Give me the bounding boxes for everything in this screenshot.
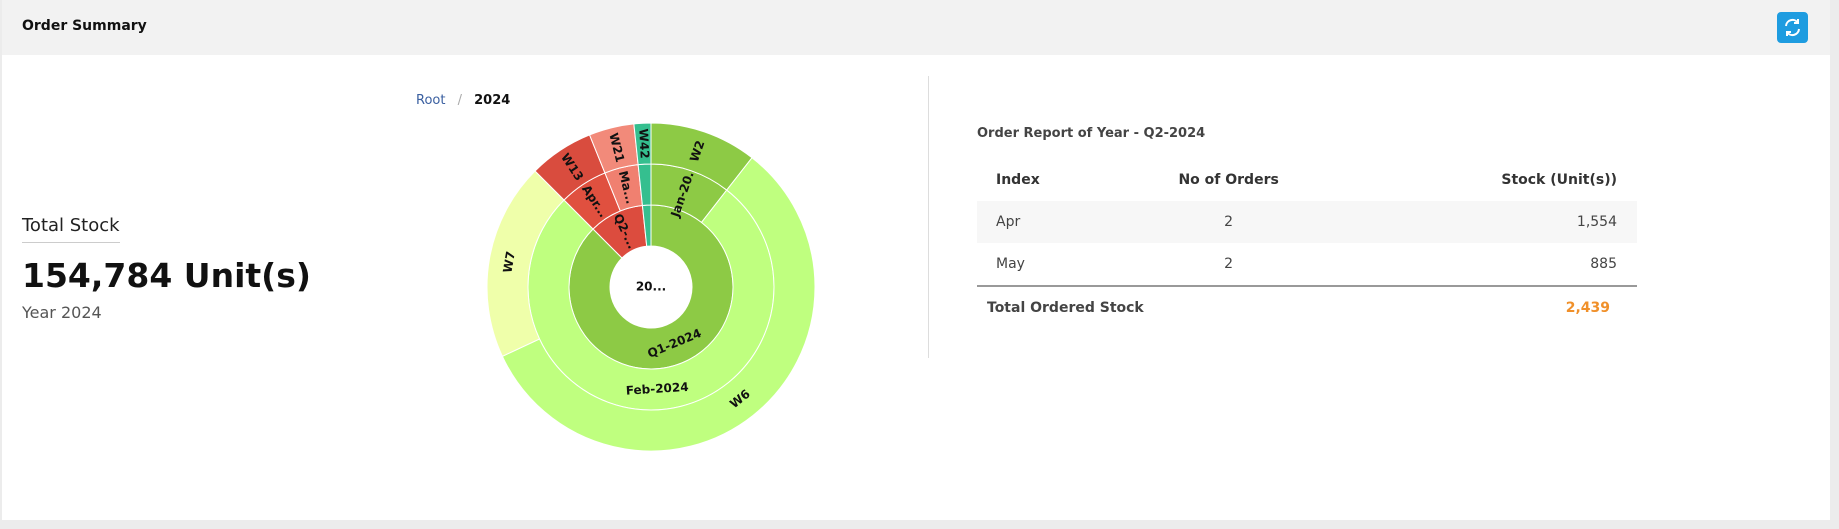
total-label: Total Ordered Stock [977, 285, 1341, 329]
header-bar [2, 0, 1830, 55]
column-header: No of Orders [1178, 171, 1279, 188]
segment-label: W2 [687, 139, 707, 164]
table-cell: May [996, 256, 1025, 272]
column-header: Index [996, 171, 1040, 188]
divider [928, 76, 929, 358]
total-stock-label: Total Stock [22, 215, 120, 243]
report-title: Order Report of Year - Q2-2024 [977, 126, 1206, 141]
header-row: Index No of Orders Stock (Unit(s)) [977, 158, 1637, 201]
breadcrumb-separator: / [457, 93, 462, 108]
column-header: Stock (Unit(s)) [1501, 171, 1617, 188]
table-cell: 2 [1224, 214, 1234, 230]
header-title: Order Summary [22, 18, 147, 34]
total-stock-value: 154,784 Unit(s) [22, 256, 311, 295]
table-cell: 2 [1224, 256, 1234, 272]
report-table: Index No of Orders Stock (Unit(s)) Apr 2 1… [977, 158, 1637, 329]
segment-label: W42 [636, 128, 652, 159]
total-value: 2,439 [1340, 285, 1637, 329]
sunburst-center [610, 246, 692, 328]
breadcrumb: Root / 2024 [416, 93, 510, 108]
sunburst-segment [633, 122, 652, 166]
breadcrumb-link[interactable]: Root [416, 93, 446, 108]
refresh-button[interactable] [1777, 12, 1808, 43]
segment-label: Feb-2024 [625, 380, 689, 398]
refresh-icon [1785, 18, 1800, 37]
table-cell: 885 [1590, 256, 1617, 272]
table-cell: 1,554 [1576, 214, 1617, 230]
table-row: Apr 2 1,554 [977, 201, 1637, 243]
breadcrumb-current: 2024 [474, 93, 511, 108]
table-row: May 2 885 [977, 243, 1637, 286]
table-cell: Apr [996, 214, 1021, 230]
sunburst-segment [501, 157, 816, 452]
segment-label: W7 [500, 250, 518, 274]
center-label: 20... [636, 280, 666, 294]
total-row: Total Ordered Stock 2,439 [977, 285, 1637, 329]
period: Year 2024 [22, 303, 102, 322]
